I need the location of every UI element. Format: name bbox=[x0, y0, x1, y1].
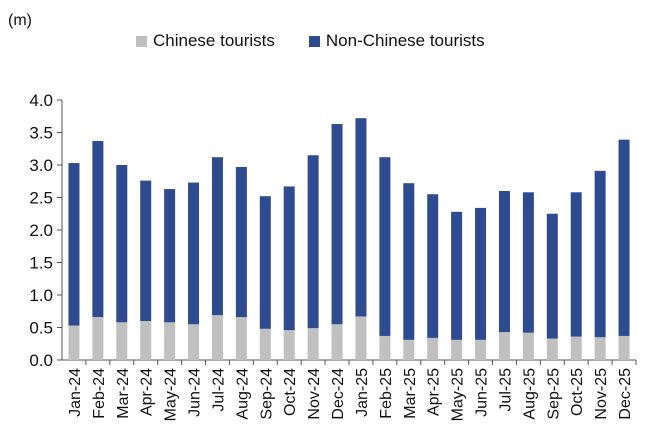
x-tick-label: Apr-24 bbox=[139, 368, 156, 416]
bar-chinese-tourists bbox=[355, 316, 367, 360]
bar-chinese-tourists bbox=[259, 328, 271, 360]
x-tick-label: Jul-24 bbox=[210, 368, 227, 412]
bar-non-chinese-tourists bbox=[451, 211, 463, 340]
legend-label-chinese: Chinese tourists bbox=[153, 31, 275, 50]
bar-chinese-tourists bbox=[594, 337, 606, 360]
bar-chinese-tourists bbox=[570, 336, 582, 360]
bar-non-chinese-tourists bbox=[546, 213, 558, 339]
legend-item-non-chinese: Non-Chinese tourists bbox=[308, 31, 485, 51]
x-tick-label: Jun-25 bbox=[474, 368, 491, 417]
x-tick-label: Mar-25 bbox=[402, 368, 419, 419]
y-tick-label: 0.0 bbox=[29, 351, 53, 370]
x-tick-label: Mar-24 bbox=[115, 368, 132, 419]
bar-chinese-tourists bbox=[188, 324, 200, 360]
x-tick-label: May-25 bbox=[450, 368, 467, 421]
bar-chinese-tourists bbox=[164, 322, 176, 360]
bar-non-chinese-tourists bbox=[475, 207, 487, 340]
x-tick-label: Nov-25 bbox=[593, 368, 610, 420]
bar-chinese-tourists bbox=[92, 317, 104, 360]
bar-non-chinese-tourists bbox=[235, 166, 247, 318]
bar-non-chinese-tourists bbox=[618, 139, 630, 336]
bar-non-chinese-tourists bbox=[498, 191, 510, 333]
bar-chinese-tourists bbox=[522, 332, 534, 360]
y-tick-label: 2.5 bbox=[29, 189, 53, 208]
y-tick-label: 3.0 bbox=[29, 156, 53, 175]
legend-swatch-chinese bbox=[136, 35, 147, 47]
bar-chinese-tourists bbox=[379, 335, 391, 360]
bar-non-chinese-tourists bbox=[355, 118, 367, 317]
bar-non-chinese-tourists bbox=[403, 183, 415, 340]
x-tick-label: Jul-25 bbox=[497, 368, 514, 412]
bar-non-chinese-tourists bbox=[116, 165, 128, 323]
bar-chinese-tourists bbox=[283, 330, 295, 360]
bar-non-chinese-tourists bbox=[211, 157, 223, 316]
y-tick-label: 1.0 bbox=[29, 286, 53, 305]
bar-non-chinese-tourists bbox=[68, 163, 80, 326]
x-tick-label: May-24 bbox=[163, 368, 180, 421]
bar-non-chinese-tourists bbox=[259, 196, 271, 329]
x-tick-label: Oct-25 bbox=[569, 368, 586, 416]
y-tick-label: 4.0 bbox=[29, 91, 53, 110]
x-tick-label: Aug-25 bbox=[521, 368, 538, 420]
legend: Chinese tourists Non-Chinese tourists bbox=[136, 31, 485, 51]
y-tick-label: 1.5 bbox=[29, 254, 53, 273]
bar-chinese-tourists bbox=[451, 339, 463, 360]
y-tick-label: 0.5 bbox=[29, 319, 53, 338]
x-tick-label: Oct-24 bbox=[282, 368, 299, 416]
bar-non-chinese-tourists bbox=[283, 186, 295, 331]
bar-chinese-tourists bbox=[68, 325, 80, 360]
bar-non-chinese-tourists bbox=[594, 170, 606, 338]
bar-chinese-tourists bbox=[307, 328, 319, 360]
bar-non-chinese-tourists bbox=[379, 157, 391, 336]
bar-chinese-tourists bbox=[235, 317, 247, 360]
bar-chinese-tourists bbox=[618, 335, 630, 360]
bar-chinese-tourists bbox=[427, 337, 439, 360]
bar-chinese-tourists bbox=[546, 338, 558, 360]
bar-non-chinese-tourists bbox=[570, 192, 582, 337]
x-tick-label: Nov-24 bbox=[306, 368, 323, 420]
x-tick-label: Jun-24 bbox=[187, 368, 204, 417]
x-tick-label: Feb-24 bbox=[91, 368, 108, 419]
bar-chinese-tourists bbox=[498, 332, 510, 360]
bar-chinese-tourists bbox=[475, 339, 487, 360]
bar-non-chinese-tourists bbox=[188, 182, 200, 325]
bar-non-chinese-tourists bbox=[307, 155, 319, 329]
x-tick-label: Jan-25 bbox=[354, 368, 371, 417]
bar-chinese-tourists bbox=[211, 315, 223, 360]
bar-non-chinese-tourists bbox=[522, 192, 534, 333]
bar-non-chinese-tourists bbox=[427, 194, 439, 338]
bar-non-chinese-tourists bbox=[331, 124, 343, 325]
bar-non-chinese-tourists bbox=[92, 140, 104, 318]
bar-chinese-tourists bbox=[403, 339, 415, 360]
bar-chinese-tourists bbox=[116, 322, 128, 360]
bar-chinese-tourists bbox=[140, 321, 152, 360]
x-tick-label: Jan-24 bbox=[67, 368, 84, 417]
x-tick-label: Sep-25 bbox=[545, 368, 562, 420]
legend-item-chinese: Chinese tourists bbox=[136, 31, 275, 51]
legend-label-non-chinese: Non-Chinese tourists bbox=[325, 31, 485, 50]
x-tick-label: Dec-25 bbox=[617, 368, 634, 420]
y-tick-label: 3.5 bbox=[29, 124, 53, 143]
x-tick-label: Feb-25 bbox=[378, 368, 395, 419]
bar-non-chinese-tourists bbox=[140, 180, 152, 321]
y-tick-label: 2.0 bbox=[29, 221, 53, 240]
x-tick-label: Aug-24 bbox=[234, 368, 251, 420]
unit-label: (m) bbox=[8, 12, 32, 29]
bar-chinese-tourists bbox=[331, 324, 343, 360]
x-tick-label: Sep-24 bbox=[258, 368, 275, 420]
bar-non-chinese-tourists bbox=[164, 189, 176, 323]
legend-swatch-non-chinese bbox=[308, 35, 320, 47]
x-tick-label: Dec-24 bbox=[330, 368, 347, 420]
x-tick-label: Apr-25 bbox=[426, 368, 443, 416]
